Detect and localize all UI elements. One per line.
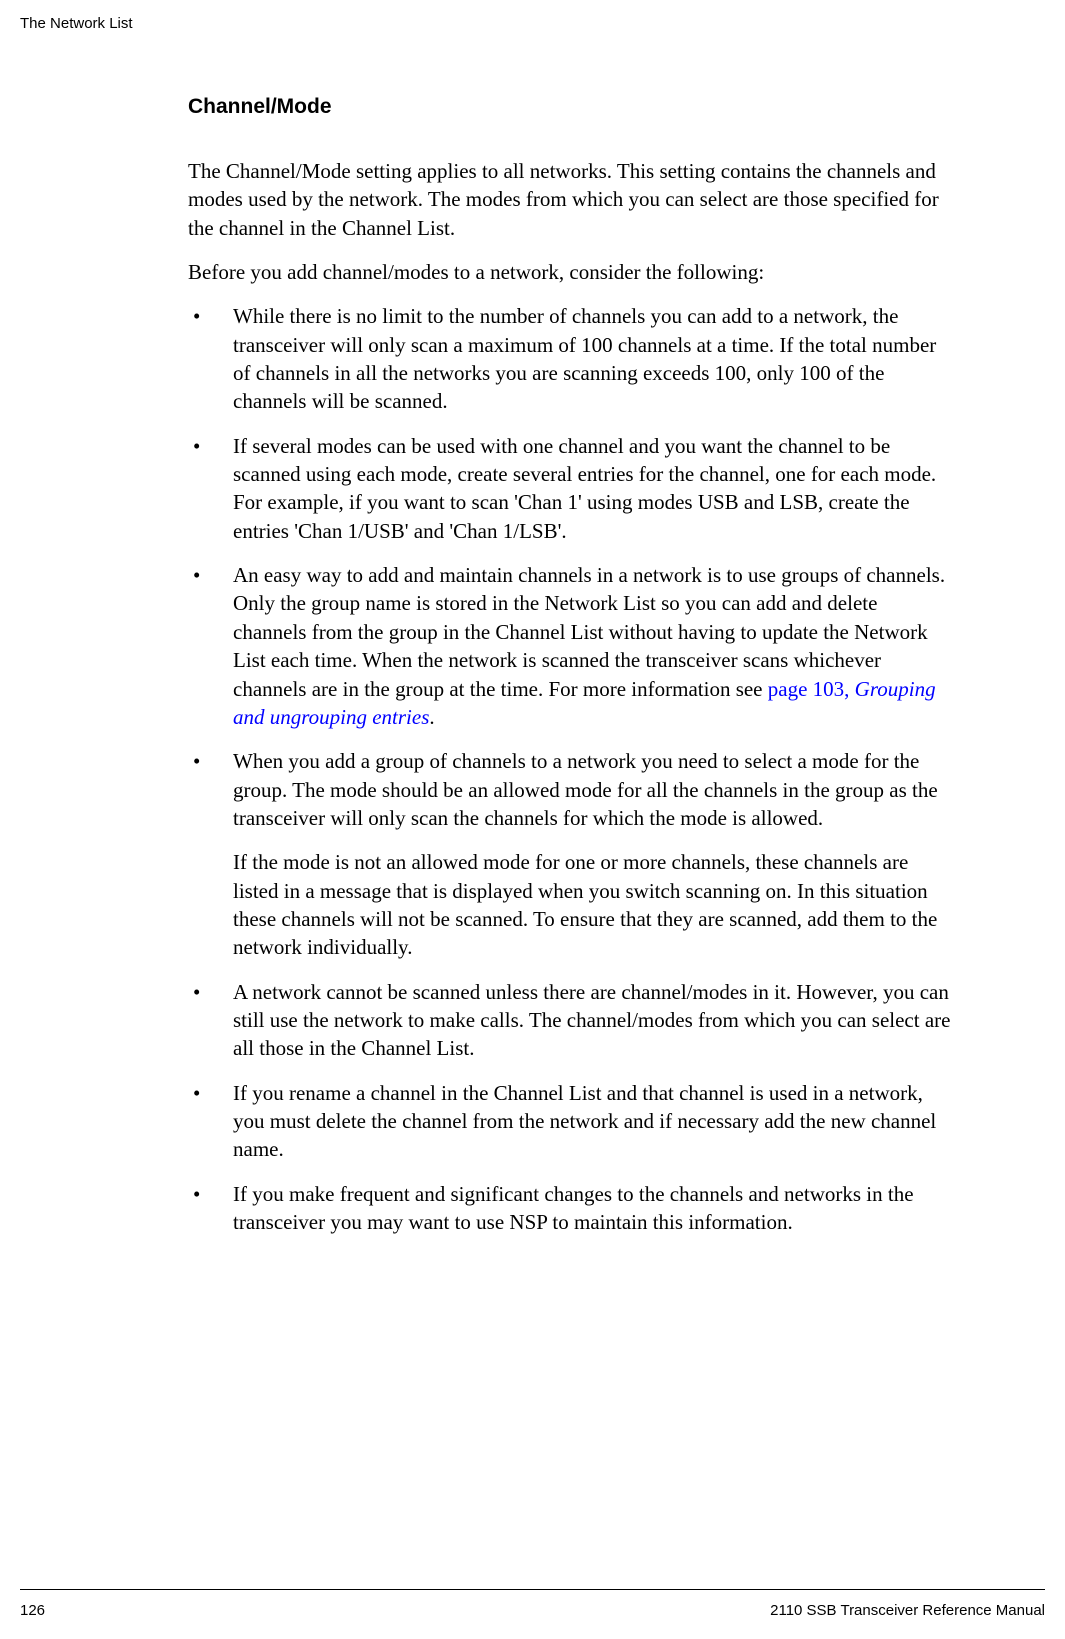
bullet-text-post: . — [429, 705, 434, 729]
bullet-text: If several modes can be used with one ch… — [233, 434, 936, 543]
bullet-sub-paragraph: If the mode is not an allowed mode for o… — [233, 848, 953, 961]
bullet-list: While there is no limit to the number of… — [188, 302, 953, 1236]
bullet-text: A network cannot be scanned unless there… — [233, 980, 950, 1061]
list-item: An easy way to add and maintain channels… — [188, 561, 953, 731]
list-item: If you rename a channel in the Channel L… — [188, 1079, 953, 1164]
list-item: If you make frequent and significant cha… — [188, 1180, 953, 1237]
cross-reference-link[interactable]: page 103, — [768, 677, 855, 701]
list-item: If several modes can be used with one ch… — [188, 432, 953, 545]
before-paragraph: Before you add channel/modes to a networ… — [188, 258, 953, 286]
list-item: A network cannot be scanned unless there… — [188, 978, 953, 1063]
bullet-text: If you make frequent and significant cha… — [233, 1182, 914, 1234]
manual-title: 2110 SSB Transceiver Reference Manual — [770, 1602, 1045, 1619]
page-footer: 126 2110 SSB Transceiver Reference Manua… — [20, 1589, 1045, 1619]
page-header: The Network List — [20, 15, 133, 32]
intro-paragraph: The Channel/Mode setting applies to all … — [188, 157, 953, 242]
page-content: Channel/Mode The Channel/Mode setting ap… — [188, 95, 953, 1252]
bullet-text: If you rename a channel in the Channel L… — [233, 1081, 936, 1162]
page-number: 126 — [20, 1602, 45, 1619]
list-item: While there is no limit to the number of… — [188, 302, 953, 415]
list-item: When you add a group of channels to a ne… — [188, 747, 953, 961]
bullet-text: While there is no limit to the number of… — [233, 304, 936, 413]
header-section-title: The Network List — [20, 15, 133, 32]
bullet-text: When you add a group of channels to a ne… — [233, 749, 938, 830]
section-heading: Channel/Mode — [188, 95, 953, 119]
